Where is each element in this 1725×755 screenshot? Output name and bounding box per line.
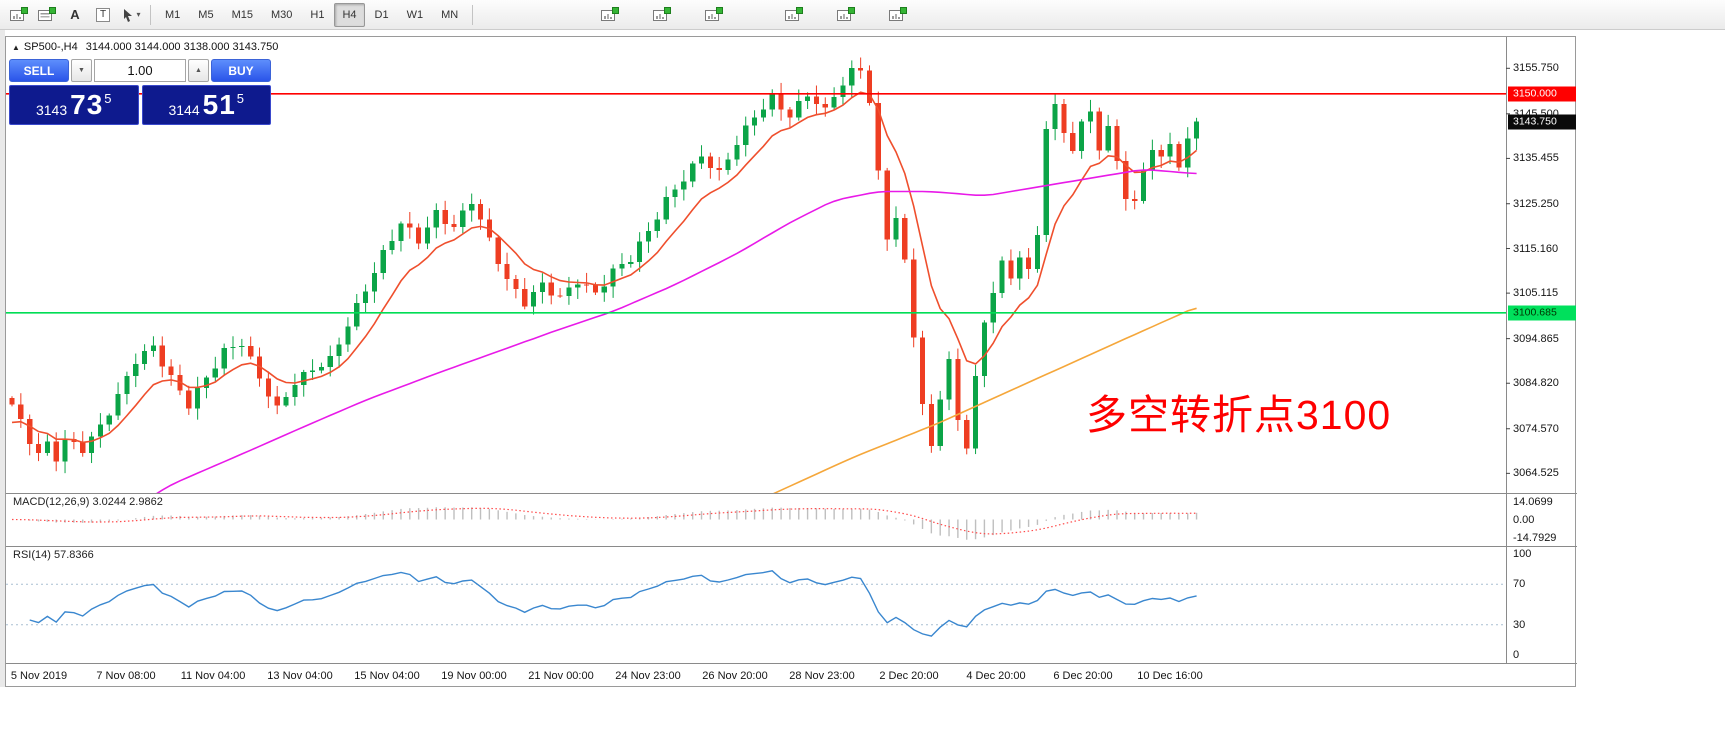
chart-header: ▲ SP500-,H4 3144.000 3144.000 3138.000 314… — [12, 41, 278, 53]
chart-windows-group — [596, 3, 728, 27]
time-axis-label: 19 Nov 00:00 — [441, 670, 507, 682]
price-tick-label: 3115.160 — [1513, 242, 1559, 255]
timeframe-button-m1[interactable]: M1 — [157, 3, 188, 27]
rsi-tick-label: 70 — [1513, 578, 1526, 591]
price-tag: 3143.750 — [1508, 114, 1576, 130]
macd-tick-label: 14.0699 — [1513, 495, 1553, 508]
macd-tick-label: 0.00 — [1513, 513, 1535, 526]
chevron-up-icon: ▲ — [195, 67, 202, 74]
auto-trading-icon[interactable] — [701, 3, 727, 27]
timeframe-button-m30[interactable]: M30 — [263, 3, 300, 27]
rsi-tick-label: 0 — [1513, 649, 1520, 661]
list-icon — [38, 7, 56, 21]
chart-shift-icon[interactable] — [885, 3, 911, 27]
time-axis-label: 6 Dec 20:00 — [1053, 670, 1113, 682]
lot-input[interactable] — [94, 59, 186, 82]
price-tag: 3150.000 — [1508, 86, 1576, 102]
trade-prices-row: 3143 73 5 3144 51 5 — [9, 85, 271, 125]
timeframe-button-h4[interactable]: H4 — [334, 2, 365, 27]
text-label-tool-icon[interactable]: A — [62, 3, 88, 27]
lot-decrease-button[interactable]: ▼ — [71, 59, 92, 82]
letter-a-icon: A — [70, 7, 80, 22]
cursor-tool-icon[interactable]: ▾ — [118, 3, 144, 27]
time-axis-label: 26 Nov 20:00 — [702, 670, 768, 682]
ohlc-values: 3144.000 3144.000 3138.000 3143.750 — [85, 41, 279, 53]
buy-price-display: 3144 51 5 — [141, 85, 271, 125]
chart-tools-group — [780, 3, 912, 27]
buy-button[interactable]: BUY — [211, 59, 271, 82]
rsi-plot — [6, 570, 1506, 637]
chevron-down-icon: ▾ — [136, 10, 141, 19]
macd-indicator-label: MACD(12,26,9) 3.0244 2.9862 — [13, 496, 163, 508]
time-axis-label: 10 Dec 16:00 — [1137, 670, 1203, 682]
timeframe-button-d1[interactable]: D1 — [367, 3, 397, 27]
chart-annotation: 多空转折点3100 — [1086, 392, 1392, 438]
sell-price-display: 3143 73 5 — [9, 85, 139, 125]
time-axis-label: 24 Nov 23:00 — [615, 670, 681, 682]
time-axis-label: 28 Nov 23:00 — [789, 670, 855, 682]
macd-tick-label: -14.7929 — [1513, 532, 1557, 545]
symbol-period-label: SP500-,H4 — [23, 41, 78, 53]
new-chart-icon[interactable] — [597, 3, 623, 27]
text-box-tool-icon[interactable]: T — [90, 3, 116, 27]
chart-window: ▲ SP500-,H4 3144.000 3144.000 3138.000 314… — [5, 36, 1577, 688]
zoom-in-icon[interactable] — [781, 3, 807, 27]
bar-chart-icon — [10, 7, 28, 21]
price-tick-label: 3125.250 — [1513, 197, 1559, 210]
trade-buttons-row: SELL ▼ ▲ BUY — [9, 59, 271, 82]
time-axis-label: 15 Nov 04:00 — [354, 670, 420, 682]
price-tick-label: 3084.820 — [1513, 377, 1559, 390]
timeframe-button-m15[interactable]: M15 — [224, 3, 261, 27]
time-axis-label: 5 Nov 2019 — [10, 670, 68, 682]
timeframe-button-h1[interactable]: H1 — [302, 3, 332, 27]
price-tick-label: 3155.750 — [1513, 62, 1559, 75]
sell-price-point: 5 — [104, 90, 112, 106]
rsi-indicator-label: RSI(14) 57.8366 — [13, 549, 94, 561]
time-axis-label: 11 Nov 04:00 — [180, 670, 246, 682]
letter-t-icon: T — [95, 7, 111, 22]
zoom-out-icon[interactable] — [833, 3, 859, 27]
price-tick-label: 3105.115 — [1513, 287, 1559, 300]
sell-price-base: 3143 — [35, 101, 68, 118]
chart-canvas[interactable] — [6, 37, 1577, 688]
sell-price-pips: 73 — [70, 89, 104, 120]
toolbar-separator — [472, 4, 474, 25]
collapse-icon[interactable]: ▲ — [12, 43, 20, 52]
timeframe-button-w1[interactable]: W1 — [399, 3, 432, 27]
time-axis-label: 21 Nov 00:00 — [528, 670, 594, 682]
time-axis-label: 13 Nov 04:00 — [267, 670, 333, 682]
buy-price-pips: 51 — [202, 89, 236, 120]
chevron-down-icon: ▼ — [78, 67, 85, 74]
rsi-tick-label: 30 — [1513, 618, 1526, 631]
macd-plot — [11, 507, 1198, 540]
lot-increase-button[interactable]: ▲ — [188, 59, 209, 82]
price-tick-label: 3135.455 — [1513, 152, 1559, 165]
sell-button[interactable]: SELL — [9, 59, 69, 82]
timeframe-button-mn[interactable]: MN — [433, 3, 466, 27]
price-tag: 3100.685 — [1508, 305, 1576, 321]
time-axis-label: 7 Nov 08:00 — [96, 670, 156, 682]
price-tick-label: 3064.525 — [1513, 467, 1559, 480]
buy-price-base: 3144 — [168, 101, 200, 118]
rsi-tick-label: 100 — [1513, 548, 1532, 560]
cursor-arrow-icon — [124, 8, 133, 22]
toolbar-separator — [150, 4, 151, 25]
market-watch-icon[interactable] — [34, 3, 60, 27]
price-tick-label: 3074.570 — [1513, 422, 1559, 435]
toolbar: A T ▾ M1 M5 M15 M30 H1 H4 D1 W1 MN — [0, 0, 1725, 30]
main-price-plot[interactable] — [6, 57, 1506, 528]
time-axis-label: 2 Dec 20:00 — [879, 670, 939, 682]
time-axis-label: 4 Dec 20:00 — [966, 670, 1026, 682]
window-left-edge — [0, 30, 5, 687]
new-order-icon[interactable] — [6, 3, 32, 27]
profiles-icon[interactable] — [649, 3, 675, 27]
buy-price-point: 5 — [236, 90, 245, 106]
timeframe-group: M1 M5 M15 M30 H1 H4 D1 W1 MN — [156, 2, 467, 27]
price-tick-label: 3094.865 — [1513, 332, 1559, 345]
timeframe-button-m5[interactable]: M5 — [190, 3, 221, 27]
